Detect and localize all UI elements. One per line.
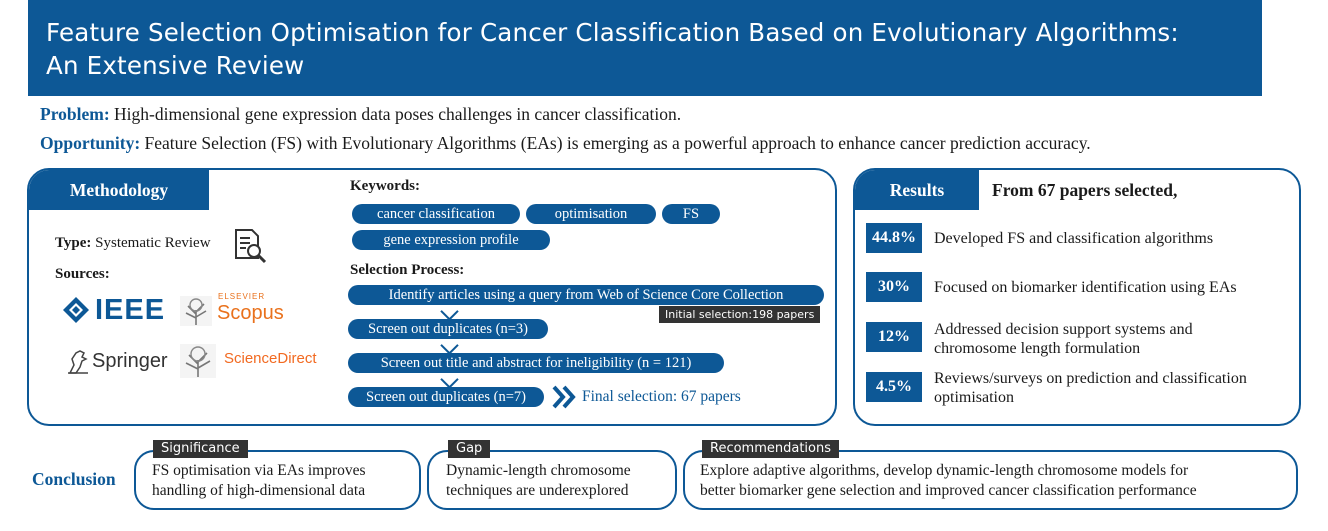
result-description: Developed FS and classification algorith… — [934, 230, 1214, 247]
recommendations-text: Explore adaptive algorithms, develop dyn… — [700, 462, 1197, 499]
sciencedirect-tree-icon — [180, 344, 216, 378]
title-banner: Feature Selection Optimisation for Cance… — [28, 0, 1262, 96]
gap-tag: Gap — [448, 440, 491, 458]
ieee-logo-text: IEEE — [95, 294, 166, 326]
problem-statement: Problem: High-dimensional gene expressio… — [40, 104, 681, 125]
title-line-2: An Extensive Review — [46, 51, 305, 80]
springer-logo-text: Springer — [92, 350, 168, 372]
selection-step-3: Screen out title and abstract for inelig… — [348, 353, 724, 373]
significance-box — [134, 450, 421, 510]
significance-text: FS optimisation via EAs improves handlin… — [152, 462, 366, 499]
result-percentage: 4.5% — [866, 372, 922, 402]
final-selection-text: Final selection: 67 papers — [582, 388, 741, 405]
document-search-icon — [235, 229, 267, 264]
keyword-pill: optimisation — [526, 204, 656, 224]
scopus-logo-text: Scopus — [217, 302, 284, 324]
significance-tag: Significance — [153, 440, 248, 458]
selection-step-2: Screen out duplicates (n=3) — [348, 319, 548, 339]
results-subheading: From 67 papers selected, — [992, 180, 1178, 200]
opportunity-text: Feature Selection (FS) with Evolutionary… — [144, 133, 1091, 153]
keyword-pill: FS — [662, 204, 720, 224]
type-value: Systematic Review — [95, 235, 211, 251]
conclusion-label: Conclusion — [32, 469, 116, 489]
result-description: Focused on biomarker identification usin… — [934, 279, 1237, 296]
recommendations-box — [683, 450, 1298, 510]
result-percentage: 44.8% — [866, 223, 922, 253]
problem-text: High-dimensional gene expression data po… — [114, 104, 682, 124]
keywords-heading: Keywords: — [350, 178, 420, 194]
opportunity-label: Opportunity: — [40, 133, 141, 153]
double-chevron-right-icon — [552, 385, 576, 409]
type-label: Type: — [55, 235, 92, 251]
sources-heading: Sources: — [55, 266, 110, 282]
problem-label: Problem: — [40, 104, 110, 124]
ieee-diamond-icon — [63, 297, 89, 323]
recommendations-tag: Recommendations — [702, 440, 840, 458]
elsevier-tree-icon — [180, 296, 212, 326]
gap-box — [427, 450, 677, 510]
opportunity-statement: Opportunity: Feature Selection (FS) with… — [40, 133, 1091, 154]
results-panel — [853, 168, 1301, 426]
keyword-pill: gene expression profile — [352, 230, 550, 250]
result-description: Addressed decision support systems and c… — [934, 321, 1193, 357]
selection-step-1: Identify articles using a query from Web… — [348, 285, 824, 305]
initial-selection-note: Initial selection:198 papers — [659, 306, 821, 323]
review-type: Type: Systematic Review — [55, 235, 211, 252]
sciencedirect-logo-text: ScienceDirect — [224, 350, 317, 367]
springer-horse-icon — [68, 350, 88, 374]
results-heading: Results — [855, 170, 979, 210]
gap-text: Dynamic-length chromosome techniques are… — [446, 462, 631, 499]
title-line-1: Feature Selection Optimisation for Cance… — [46, 18, 1179, 47]
selection-process-heading: Selection Process: — [350, 262, 465, 278]
keyword-pill: cancer classification — [352, 204, 520, 224]
result-description: Reviews/surveys on prediction and classi… — [934, 370, 1247, 406]
elsevier-text: ELSEVIER — [218, 292, 266, 301]
methodology-heading: Methodology — [29, 170, 209, 210]
selection-step-4: Screen out duplicates (n=7) — [348, 387, 544, 407]
result-percentage: 12% — [866, 322, 922, 352]
result-percentage: 30% — [866, 272, 922, 302]
